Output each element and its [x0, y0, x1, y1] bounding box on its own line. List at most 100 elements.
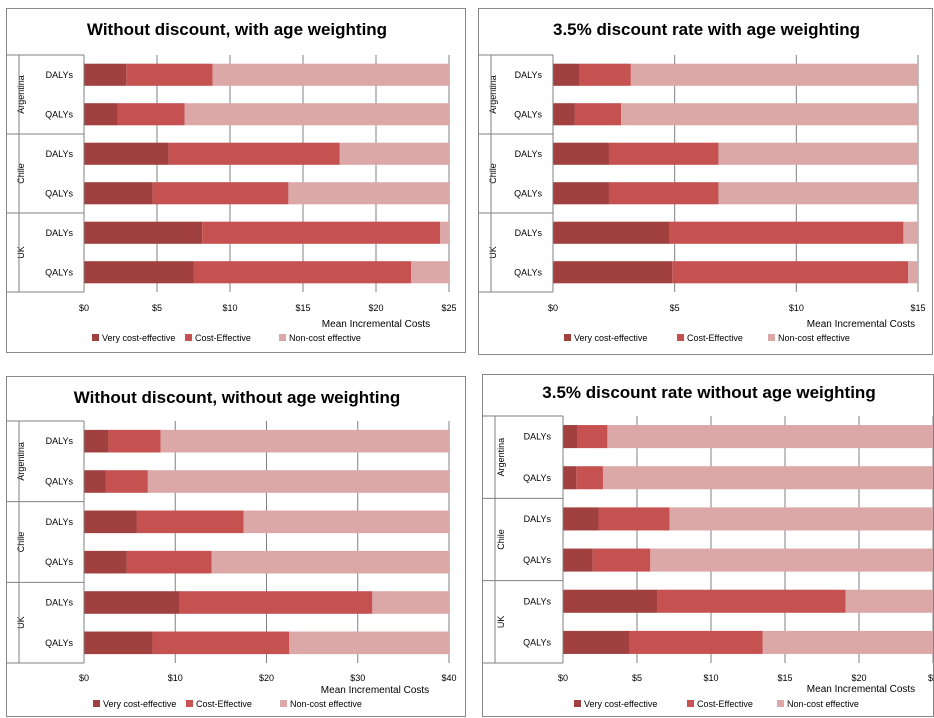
- x-axis-label: Mean Incremental Costs: [321, 685, 429, 696]
- group-label: Argentina: [488, 75, 498, 114]
- bar-segment: [563, 589, 658, 613]
- legend-label: Cost-Effective: [196, 699, 252, 709]
- bar-segment: [211, 550, 449, 574]
- bar-segment: [152, 182, 289, 205]
- x-tick-label: $20: [259, 673, 274, 683]
- category-label: DALYs: [515, 228, 543, 238]
- bar-segment: [117, 103, 185, 126]
- bar-segment: [84, 631, 153, 655]
- bar-segment: [105, 470, 148, 493]
- legend-swatch: [687, 700, 694, 707]
- bar-segment: [126, 550, 212, 574]
- bar-segment: [84, 261, 194, 284]
- category-label: QALYs: [523, 555, 551, 565]
- bar-segment: [84, 429, 109, 453]
- category-label: QALYs: [45, 109, 73, 119]
- x-tick-label: $20: [851, 673, 866, 683]
- bar-segment: [179, 591, 373, 614]
- category-label: DALYs: [46, 70, 74, 80]
- category-label: DALYs: [46, 517, 74, 527]
- bar-segment: [845, 589, 933, 613]
- legend-swatch: [93, 700, 100, 707]
- bar-segment: [563, 466, 577, 490]
- chart-title: Without discount, without age weighting: [74, 388, 401, 407]
- group-label: Argentina: [496, 438, 506, 477]
- bar-segment: [718, 182, 918, 205]
- x-axis-label: Mean Incremental Costs: [807, 319, 915, 330]
- stacked-bar-chart: 3.5% discount rate without age weighting…: [483, 383, 934, 709]
- bar-segment: [84, 142, 169, 165]
- x-tick-label: $40: [441, 673, 456, 683]
- category-label: DALYs: [46, 149, 74, 159]
- bar-segment: [288, 182, 449, 205]
- legend-swatch: [768, 334, 775, 341]
- chart-panel: Without discount, with age weighting $0 $5…: [6, 8, 466, 353]
- bar-segment: [160, 429, 449, 453]
- category-label: DALYs: [524, 514, 552, 524]
- category-label: DALYs: [46, 228, 74, 238]
- bar-segment: [84, 63, 127, 86]
- bar-segment: [84, 510, 137, 534]
- x-tick-label: $15: [777, 673, 792, 683]
- bar-segment: [84, 550, 127, 574]
- x-tick-label: $0: [548, 303, 558, 313]
- x-tick-label: $2: [928, 673, 934, 683]
- category-label: DALYs: [524, 596, 552, 606]
- bar-segment: [762, 630, 933, 654]
- category-label: QALYs: [514, 267, 542, 277]
- bar-segment: [718, 142, 918, 165]
- category-label: DALYs: [46, 436, 74, 446]
- bar-segment: [608, 182, 719, 205]
- bar-segment: [339, 142, 449, 165]
- group-label: Argentina: [16, 75, 26, 114]
- bar-segment: [553, 221, 670, 244]
- bar-segment: [579, 63, 631, 86]
- category-label: DALYs: [524, 432, 552, 442]
- bar-segment: [576, 466, 603, 490]
- chart-title: 3.5% discount rate without age weighting: [542, 383, 875, 402]
- group-label: UK: [496, 616, 506, 629]
- bar-segment: [553, 103, 575, 126]
- category-label: QALYs: [514, 188, 542, 198]
- legend-label: Very cost-effective: [584, 699, 657, 709]
- bar-segment: [577, 425, 608, 449]
- category-label: DALYs: [515, 70, 543, 80]
- bar-segment: [563, 507, 599, 531]
- bar-segment: [84, 591, 180, 614]
- bar-segment: [193, 261, 412, 284]
- bar-segment: [202, 221, 441, 244]
- bar-segment: [574, 103, 622, 126]
- group-label: Chile: [16, 163, 26, 184]
- group-label: UK: [16, 616, 26, 629]
- legend-label: Non-cost effective: [290, 699, 362, 709]
- bar-segment: [84, 182, 153, 205]
- x-tick-label: $5: [152, 303, 162, 313]
- bar-segment: [212, 63, 449, 86]
- category-label: DALYs: [46, 598, 74, 608]
- legend-label: Very cost-effective: [103, 699, 176, 709]
- bar-segment: [669, 507, 933, 531]
- bar-segment: [152, 631, 290, 655]
- legend-swatch: [280, 700, 287, 707]
- legend-swatch: [185, 334, 192, 341]
- bar-segment: [630, 63, 918, 86]
- bar-segment: [440, 221, 449, 244]
- x-tick-label: $10: [703, 673, 718, 683]
- x-tick-label: $10: [222, 303, 237, 313]
- category-label: QALYs: [45, 267, 73, 277]
- x-tick-label: $5: [670, 303, 680, 313]
- bar-segment: [84, 103, 118, 126]
- legend-label: Non-cost effective: [787, 699, 859, 709]
- bar-segment: [908, 261, 918, 284]
- bar-segment: [650, 548, 933, 572]
- category-label: QALYs: [45, 638, 73, 648]
- group-label: Chile: [488, 163, 498, 184]
- x-axis-label: Mean Incremental Costs: [807, 684, 915, 695]
- legend-label: Cost-Effective: [697, 699, 753, 709]
- bar-segment: [147, 470, 449, 493]
- chart-title: Without discount, with age weighting: [87, 20, 387, 39]
- bar-segment: [243, 510, 449, 534]
- x-tick-label: $20: [368, 303, 383, 313]
- category-label: QALYs: [45, 477, 73, 487]
- bar-segment: [136, 510, 244, 534]
